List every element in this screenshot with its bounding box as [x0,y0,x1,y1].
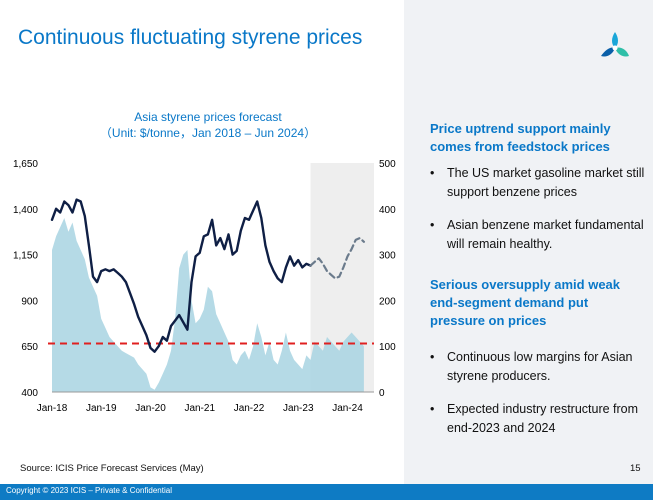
right-axis-tick-label: 500 [379,159,396,170]
right-axis-tick-label: 100 [379,342,396,353]
right-axis-tick-label: 300 [379,251,396,262]
chart-title: Asia styrene prices forecast [134,110,282,124]
bullet-item: Expected industry restructure from end-2… [430,400,645,438]
slide-title: Continuous fluctuating styrene prices [18,26,363,49]
right-axis-tick-label: 200 [379,296,396,307]
panel-heading-feedstock: Price uptrend support mainly comes from … [430,121,611,154]
x-axis-tick-label: Jan-24 [332,403,363,414]
panel-heading-oversupply: Serious oversupply amid weak end-segment… [430,277,621,328]
styrene-price-chart: Asia styrene prices forecast （Unit: $/to… [13,110,396,414]
x-axis-tick-label: Jan-23 [283,403,314,414]
left-axis-tick-label: 650 [21,342,38,353]
bullet-item: Asian benzene market fundamental will re… [430,216,645,254]
x-axis-tick-label: Jan-21 [184,403,215,414]
page-number: 15 [630,463,641,474]
margin-area-series [52,218,364,392]
left-axis-tick-label: 1,150 [13,251,38,262]
x-axis-tick-label: Jan-18 [37,403,68,414]
right-axis-tick-label: 0 [379,388,385,399]
right-axis-tick-label: 400 [379,205,396,216]
left-axis-tick-label: 1,400 [13,205,38,216]
x-axis-tick-label: Jan-20 [135,403,166,414]
chart-subtitle: （Unit: $/tonne，Jan 2018 – Jun 2024） [100,126,316,140]
forecast-price-line [309,237,365,280]
x-axis-tick-label: Jan-19 [86,403,117,414]
left-axis-tick-label: 900 [21,296,38,307]
x-axis-tick-label: Jan-22 [234,403,265,414]
icis-logo-icon [601,32,629,57]
footer-bar: Copyright © 2023 ICIS – Private & Confid… [0,484,653,500]
oversupply-bullet-list: Continuous low margins for Asian styrene… [430,348,645,452]
left-axis-tick-label: 400 [21,388,38,399]
bullet-item: Continuous low margins for Asian styrene… [430,348,645,386]
copyright-text: Copyright © 2023 ICIS – Private & Confid… [6,486,172,495]
feedstock-bullet-list: The US market gasoline market still supp… [430,164,645,268]
bullet-item: The US market gasoline market still supp… [430,164,645,202]
actual-price-line [50,198,312,353]
left-axis-tick-label: 1,650 [13,159,38,170]
source-note: Source: ICIS Price Forecast Services (Ma… [20,463,204,474]
